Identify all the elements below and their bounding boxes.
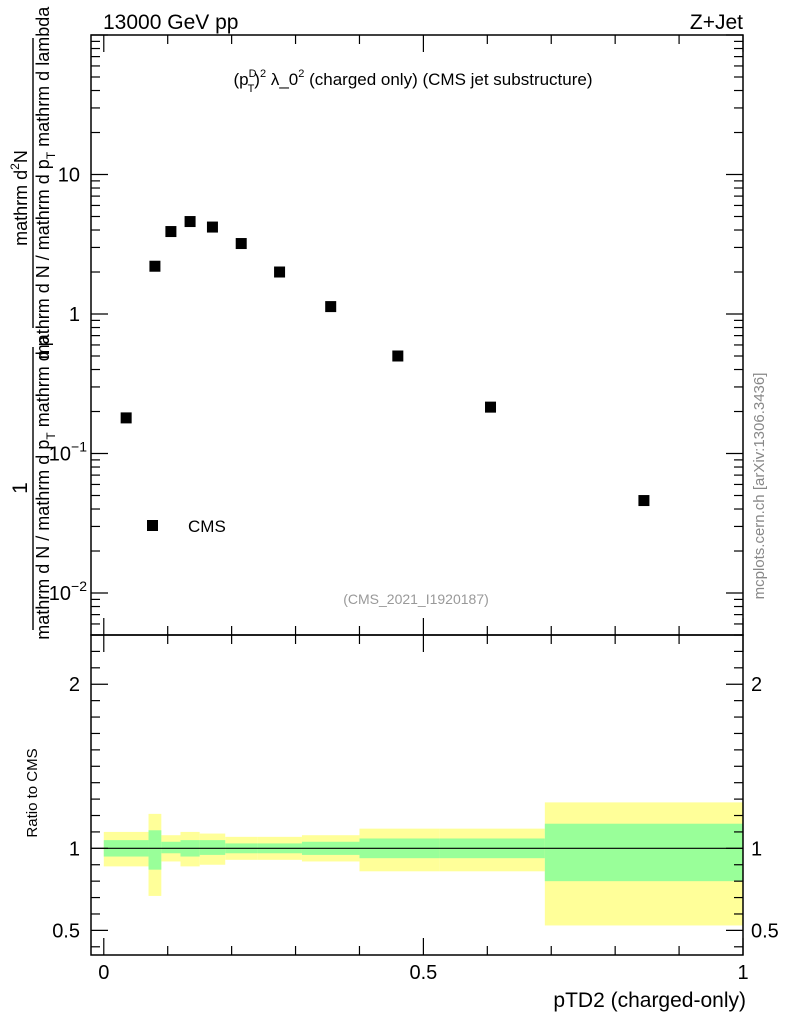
data-point-4 — [206, 221, 218, 233]
y-tick-label: 10−2 — [49, 578, 87, 605]
ratio-tick-label-right: 2 — [751, 674, 762, 696]
data-point-10 — [638, 495, 650, 507]
x-tick-label: 0 — [98, 962, 109, 984]
ratio-tick-label-left: 2 — [69, 674, 80, 696]
y-tick-label: 1 — [69, 304, 80, 326]
legend-label-cms: CMS — [188, 517, 226, 536]
plot-title: (pD T)2 λ_02 (charged only) (CMS jet subs… — [233, 68, 592, 95]
ratio-y-ticks — [91, 650, 743, 948]
data-point-3 — [184, 216, 196, 228]
data-point-0 — [120, 412, 132, 424]
ratio-panel-frame — [90, 634, 744, 956]
data-point-5 — [235, 238, 247, 250]
y-tick-label: 10 — [58, 165, 80, 187]
x-tick-label: 0.5 — [409, 962, 437, 984]
xlabel: pTD2 (charged-only) — [553, 989, 746, 1012]
inner-band-bin-1 — [148, 830, 162, 870]
ratio-tick-label-right: 0.5 — [751, 920, 779, 942]
inner-band-bin-4 — [199, 840, 226, 855]
energy-label: 13000 GeV pp — [103, 11, 238, 34]
x-tick-labels: 0 0.5 1 — [98, 962, 748, 984]
ratio-ylabel: Ratio to CMS — [24, 748, 41, 837]
data-point-8 — [392, 350, 404, 362]
main-ylabel: 1 mathrm d N / mathrm d pT mathrm d p ma… — [8, 6, 58, 640]
data-point-6 — [274, 266, 286, 278]
data-point-7 — [325, 301, 337, 313]
data-point-1 — [149, 260, 161, 272]
ratio-y-tick-labels: 2 2 1 1 0.5 0.5 — [52, 674, 779, 942]
cms-data-points — [120, 216, 650, 507]
main-y-tick-labels: 10 1 10−1 10−2 — [49, 165, 87, 606]
ylabel-denominator-1: mathrm d N / mathrm d pT mathrm d p — [33, 336, 58, 639]
mcplots-side-label: mcplots.cern.ch [arXiv:1306.3436] — [751, 373, 768, 600]
process-label: Z+Jet — [690, 11, 743, 34]
y-tick-label: 10−1 — [49, 439, 87, 466]
ylabel-numerator-2: mathrm d2N — [8, 150, 31, 246]
data-point-9 — [485, 401, 497, 413]
x-tick-label: 1 — [737, 962, 748, 984]
inner-band-bin-10 — [544, 823, 743, 882]
main-panel-frame — [90, 34, 744, 636]
analysis-id: (CMS_2021_I1920187) — [343, 591, 489, 607]
ylabel-one: 1 — [9, 482, 32, 494]
inner-band-bin-2 — [161, 841, 181, 854]
ylabel-denominator-2: mathrm d N / mathrm d pT mathrm d lambda — [33, 6, 58, 359]
legend: CMS — [147, 517, 226, 536]
ratio-tick-label-left: 1 — [69, 838, 80, 860]
ratio-tick-label-right: 1 — [751, 838, 762, 860]
ratio-tick-label-left: 0.5 — [52, 920, 80, 942]
main-y-ticks — [91, 34, 743, 636]
legend-marker — [147, 520, 158, 531]
x-ticks — [103, 35, 744, 955]
data-point-2 — [165, 226, 177, 238]
ratio-bands-inner — [103, 823, 743, 882]
